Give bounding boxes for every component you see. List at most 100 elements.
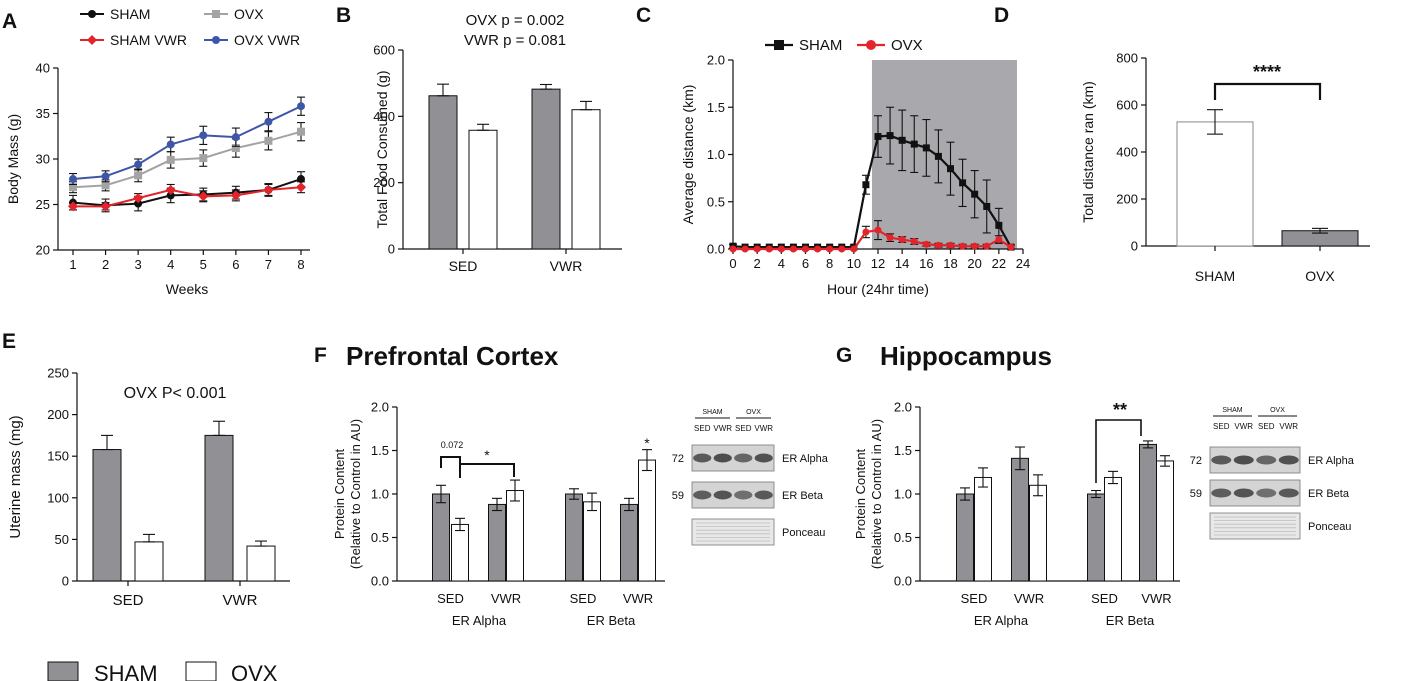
panel-a-point (69, 183, 77, 192)
panel-c-x-tick-label: 4 (778, 256, 785, 271)
panel-a-point (296, 182, 306, 193)
panel-g-title: Hippocampus (880, 341, 1052, 371)
panel-g-blot-band (1211, 488, 1232, 498)
panel-a-point (166, 155, 175, 164)
panel-a-point (101, 181, 110, 190)
panel-f-y-tick-label: 1.0 (371, 487, 389, 502)
panel-c-point (814, 245, 822, 253)
panel-g-bar (1011, 457, 1029, 582)
panel-c-point (850, 245, 858, 253)
panel-g-bar (1087, 493, 1105, 582)
panel-f-x-tick-label: SED (437, 591, 464, 606)
panel-f-blot-band (713, 453, 732, 463)
panel-g-bar (1139, 443, 1157, 582)
panel-c-x-tick-label: 12 (871, 256, 885, 271)
panel-f-bracket-2-label: * (484, 447, 490, 463)
panel-b-bar (428, 95, 458, 250)
panel-a-x-tick-label: 6 (232, 257, 239, 272)
panel-a-point (165, 184, 176, 195)
panel-a-point (101, 172, 110, 181)
panel-b-y-tick-label: 0 (388, 242, 395, 257)
panel-e-y-tick-label: 200 (47, 407, 69, 422)
panel-e-y-tick-label: 150 (47, 449, 69, 464)
panel-a-legend-marker (88, 10, 96, 18)
panel-c-chart: 0.00.51.01.52.00 2 4 6 8 10 12 14 16 18 20 22 24Hour… (680, 37, 1030, 297)
panel-c-point (995, 236, 1003, 244)
panel-g-blot-row-label: ER Alpha (1308, 455, 1355, 467)
panel-f-blot-subheader: SED (694, 424, 711, 433)
panel-b-x-tick-label: SED (449, 258, 478, 274)
panel-b-annotation-1: OVX p = 0.002 (466, 12, 565, 29)
panel-f-blot-row-label: Ponceau (782, 527, 825, 539)
panel-c-x-tick-label: 8 (826, 256, 833, 271)
panel-g-x-tick-label: VWR (1014, 591, 1044, 606)
panel-f-bar (432, 493, 450, 582)
panel-g-x-tick-label: VWR (1141, 591, 1171, 606)
panel-b-annotation-2: VWR p = 0.081 (464, 32, 566, 49)
panel-f-y-tick-label: 0.0 (371, 574, 389, 589)
panel-c-point (995, 221, 1003, 229)
panel-c-x-tick-label: 2 (754, 256, 761, 271)
panel-c-point (862, 228, 870, 236)
panel-g-x-tick-label: SED (1091, 591, 1118, 606)
panel-g-blot-band (1211, 455, 1232, 465)
panel-a-y-tick-label: 35 (36, 106, 50, 121)
panel-c-point (789, 245, 797, 253)
panel-a-line (72, 105, 302, 181)
panel-f-bar (451, 523, 469, 582)
panel-c-point (971, 242, 979, 250)
panel-g-y-tick-label: 0.5 (894, 530, 912, 545)
panel-b-y-tick-label: 200 (373, 175, 395, 190)
panel-a-x-tick-label: 1 (69, 257, 76, 272)
panel-a-legend-marker (212, 10, 220, 18)
panel-a-chart: 20 25 30 35 40 1 2 3 4 5 6 7 8 Weeks Body Mass (g) SHAM… (5, 6, 310, 297)
panel-b-bar (468, 129, 498, 250)
panel-a-series-sham-vwr (68, 181, 306, 212)
panel-c-point (729, 245, 737, 253)
panel-f-x-tick-label: VWR (491, 591, 521, 606)
panel-e-y-tick-label: 100 (47, 490, 69, 505)
panel-g-western-blot: SHAM OVX SED VWR SED VWR 72 ER Alpha 59 ER Beta Po… (1190, 407, 1355, 540)
panel-g-blot-row-label: ER Beta (1308, 488, 1350, 500)
panel-c-y-tick-label: 1.0 (707, 147, 725, 162)
panel-g-blot-band (1233, 488, 1254, 498)
panel-a-legend-marker (212, 36, 220, 44)
panel-c-legend-marker (774, 40, 784, 50)
panel-g-blot-band (1256, 488, 1277, 498)
panel-d-y-tick-label: 600 (1116, 98, 1138, 113)
panel-g-y-tick-label: 1.0 (894, 487, 912, 502)
panel-c-legend-marker (866, 40, 876, 50)
panel-b-x-tick-label: VWR (550, 258, 583, 274)
panel-a-point (264, 117, 273, 126)
panel-f-bracket-1-label: 0.072 (441, 440, 464, 450)
panel-c-point (959, 242, 967, 250)
panel-d-chart: 0 200 400 600 800 Total distance ran (km) SHAM… (1080, 51, 1370, 284)
panel-c-point (874, 226, 882, 234)
panel-f-y-label-line1: Protein Content (332, 448, 347, 539)
panel-g-y-tick-label: 1.5 (894, 443, 912, 458)
panel-g-y-tick-label: 2.0 (894, 400, 912, 415)
panel-c-y-tick-label: 0.5 (707, 194, 725, 209)
panel-a-legend-label: SHAM (110, 6, 150, 22)
panel-d-y-tick-label: 200 (1116, 192, 1138, 207)
panel-g-blot-mw-label: 72 (1190, 455, 1202, 467)
panel-a-point (230, 190, 241, 201)
panel-e-bar (92, 449, 122, 582)
panel-f-star-label: * (644, 435, 650, 451)
panel-a-point (133, 193, 144, 204)
panel-f-y-tick-label: 1.5 (371, 443, 389, 458)
panel-letter-d: D (994, 4, 1009, 27)
panel-f-bar (506, 490, 524, 582)
panel-e-bar (134, 541, 164, 582)
panel-c-x-tick-label: 22 (992, 256, 1006, 271)
legend-sham-swatch (47, 661, 79, 681)
panel-c-x-tick-label: 10 (847, 256, 861, 271)
panel-a-series-ovx (69, 122, 305, 194)
panel-d-significance-label: **** (1253, 62, 1281, 82)
panel-c-point (886, 132, 894, 140)
panel-c-point (934, 241, 942, 249)
panel-f-chart: 0.0 0.5 1.0 1.5 2.0 Protein Content (Relative … (332, 400, 829, 629)
panel-a-point (68, 201, 78, 212)
panel-letter-f: F (314, 344, 327, 367)
panel-f-blot-subheader: VWR (713, 424, 732, 433)
